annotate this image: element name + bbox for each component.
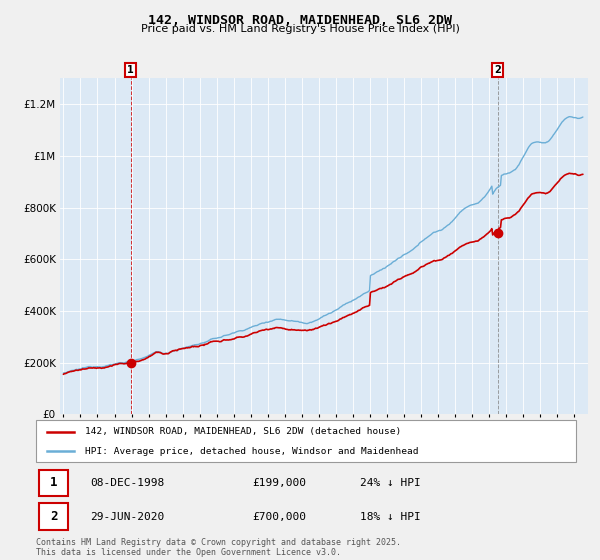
Text: 18% ↓ HPI: 18% ↓ HPI [360,512,421,521]
Text: Price paid vs. HM Land Registry's House Price Index (HPI): Price paid vs. HM Land Registry's House … [140,24,460,34]
Text: 24% ↓ HPI: 24% ↓ HPI [360,478,421,488]
Text: 08-DEC-1998: 08-DEC-1998 [90,478,164,488]
FancyBboxPatch shape [39,503,68,530]
Text: 142, WINDSOR ROAD, MAIDENHEAD, SL6 2DW (detached house): 142, WINDSOR ROAD, MAIDENHEAD, SL6 2DW (… [85,427,401,436]
Text: HPI: Average price, detached house, Windsor and Maidenhead: HPI: Average price, detached house, Wind… [85,446,418,456]
Text: £199,000: £199,000 [252,478,306,488]
Text: 142, WINDSOR ROAD, MAIDENHEAD, SL6 2DW: 142, WINDSOR ROAD, MAIDENHEAD, SL6 2DW [148,14,452,27]
Text: 2: 2 [50,510,58,523]
FancyBboxPatch shape [39,470,68,496]
Text: Contains HM Land Registry data © Crown copyright and database right 2025.
This d: Contains HM Land Registry data © Crown c… [36,538,401,557]
Text: £700,000: £700,000 [252,512,306,521]
Text: 2: 2 [494,65,501,75]
Text: 1: 1 [127,65,134,75]
Text: 29-JUN-2020: 29-JUN-2020 [90,512,164,521]
Text: 1: 1 [50,477,58,489]
FancyBboxPatch shape [36,420,576,462]
